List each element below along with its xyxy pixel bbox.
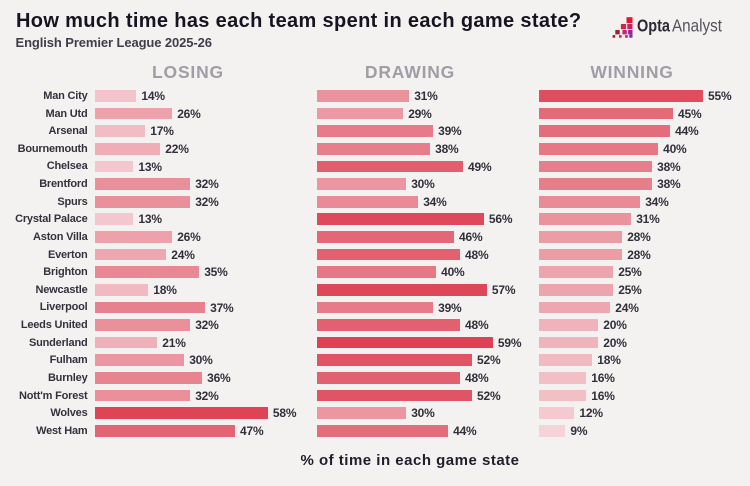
svg-text:Opta: Opta — [637, 16, 670, 36]
svg-text:Analyst: Analyst — [672, 16, 722, 36]
